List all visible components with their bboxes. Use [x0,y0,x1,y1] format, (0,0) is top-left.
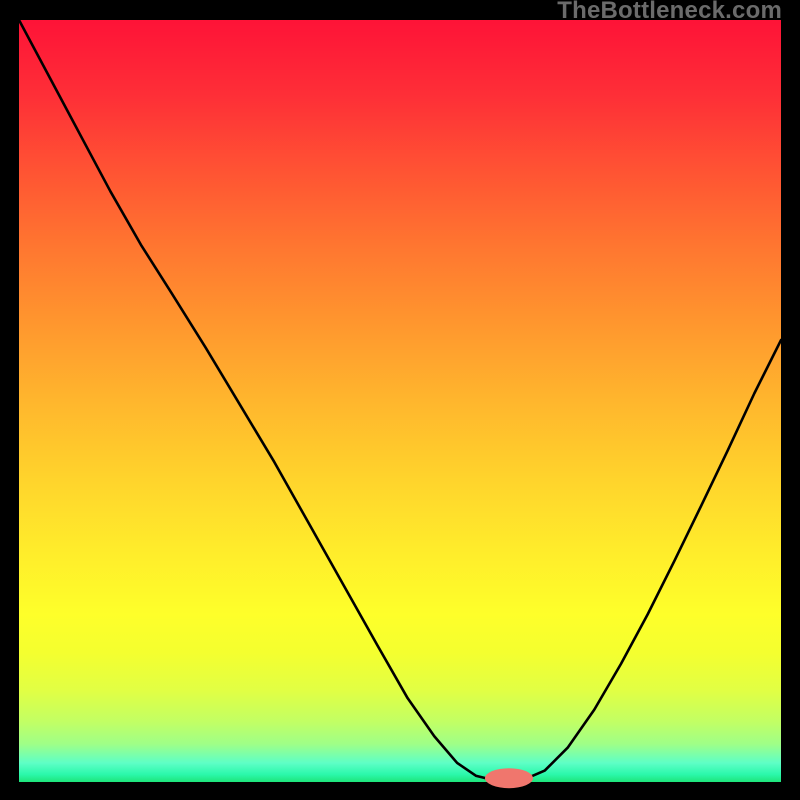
bottleneck-chart [0,0,800,800]
watermark-label: TheBottleneck.com [557,0,782,25]
optimal-marker [485,768,533,788]
plot-background-gradient [19,20,781,782]
